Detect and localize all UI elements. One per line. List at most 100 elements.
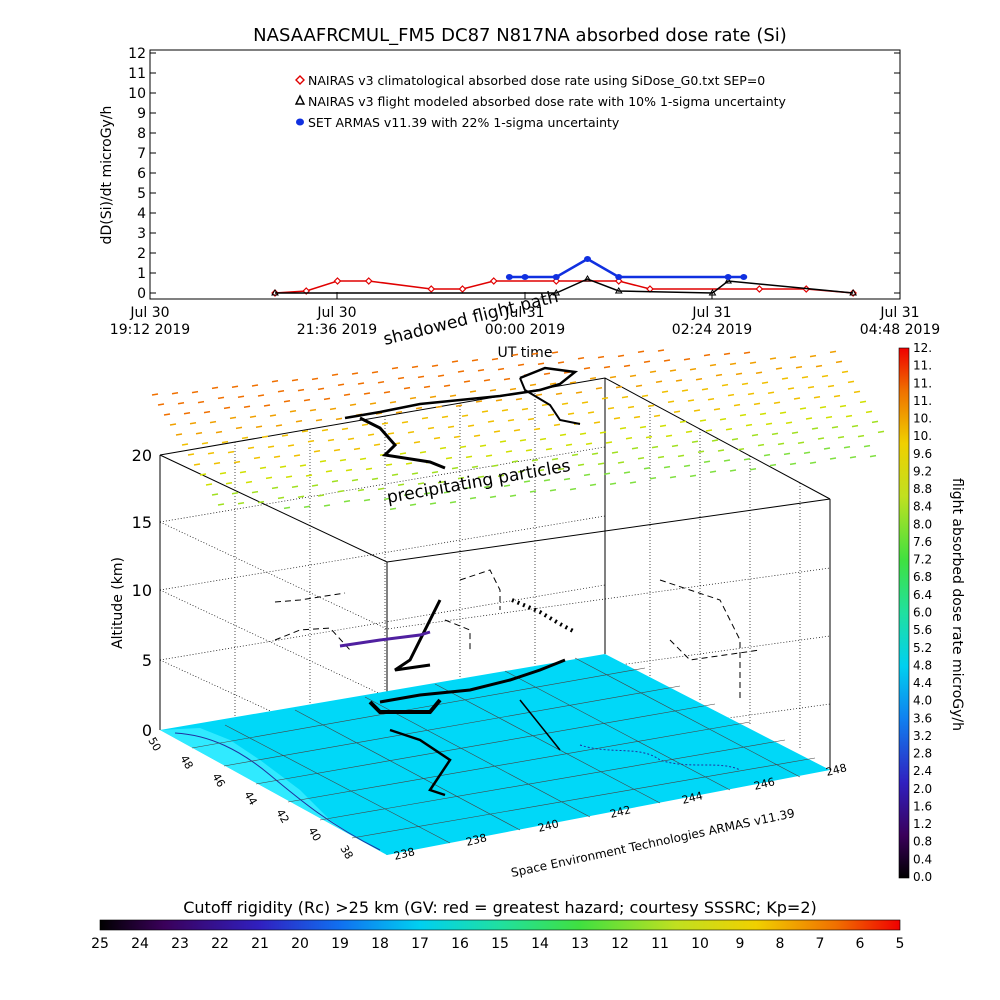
particle-dash <box>259 466 267 470</box>
particle-dash <box>637 457 645 460</box>
particle-dash <box>371 371 379 374</box>
particle-dash <box>231 385 239 388</box>
particle-dash <box>211 386 219 390</box>
top-series <box>271 256 858 297</box>
cutoff-tick-label: 14 <box>531 936 549 952</box>
particle-dash <box>727 393 735 397</box>
cutoff-tick-label: 20 <box>291 936 309 952</box>
particle-dash <box>313 450 321 453</box>
particle-dash <box>751 433 759 437</box>
particle-dash <box>835 360 843 364</box>
particle-dash <box>163 413 171 416</box>
particle-dash <box>623 471 631 474</box>
particle-dash <box>537 469 545 472</box>
particle-dash <box>801 376 809 379</box>
particle-dash <box>157 403 165 406</box>
particle-dash <box>361 423 369 426</box>
particle-dash <box>423 385 431 389</box>
particle-dash <box>367 433 375 436</box>
particle-dash <box>461 414 469 417</box>
particle-dash <box>755 371 763 374</box>
particle-dash <box>703 460 711 463</box>
particle-dash <box>695 378 703 381</box>
particle-dash <box>741 382 749 386</box>
legend-label: NAIRAS v3 climatological absorbed dose r… <box>308 73 765 88</box>
particle-dash <box>215 430 223 434</box>
particle-dash <box>569 487 577 491</box>
particle-dash <box>369 402 377 405</box>
particle-dash <box>661 390 669 393</box>
particle-dash <box>183 412 191 415</box>
particle-dash <box>779 411 787 414</box>
data-point <box>458 285 467 293</box>
longitude-tick-label: 244 <box>681 789 705 807</box>
particle-dash <box>213 462 221 465</box>
cutoff-tick-label: 16 <box>451 936 469 952</box>
map-3d-panel: shadowed flight path precipitating parti… <box>110 287 885 880</box>
particle-dash <box>499 440 507 443</box>
data-point <box>615 274 623 280</box>
particle-dash <box>509 494 517 497</box>
cutoff-tick-label: 8 <box>776 936 785 952</box>
longitude-tick-label: 238 <box>393 845 417 863</box>
particle-dash <box>415 406 423 410</box>
particle-dash <box>247 446 255 450</box>
particle-dash <box>339 458 347 462</box>
particle-dash <box>479 444 487 447</box>
particle-dash <box>545 447 553 451</box>
particle-dash <box>785 421 793 424</box>
particle-dash <box>603 472 611 475</box>
legend-label: SET ARMAS v11.39 with 22% 1-sigma uncert… <box>308 115 620 130</box>
y-tick-label: 10 <box>128 86 146 102</box>
particle-dash <box>331 373 339 376</box>
particle-dash <box>273 455 281 458</box>
particle-dash <box>587 411 595 414</box>
particle-dash <box>637 350 645 353</box>
annotation-precipitating-particles: precipitating particles <box>385 456 572 508</box>
particle-dash <box>795 366 803 369</box>
particle-dash <box>659 424 667 428</box>
particle-dash <box>839 404 847 408</box>
particle-dash <box>735 372 743 376</box>
particle-dash <box>317 494 325 497</box>
particle-dash <box>469 390 477 393</box>
particle-dash <box>477 369 485 372</box>
particle-dash <box>301 430 309 433</box>
cutoff-tick-label: 15 <box>491 936 509 952</box>
colorbar-tick-label: 0.0 <box>913 870 932 884</box>
particle-dash <box>267 445 275 448</box>
particle-dash <box>151 393 159 396</box>
particle-dash <box>717 449 725 452</box>
particle-dash <box>277 496 285 500</box>
particle-dash <box>667 400 675 403</box>
particle-dash <box>729 469 737 472</box>
particle-dash <box>623 364 631 368</box>
particle-dash <box>189 422 197 425</box>
latitude-axis: 50 48 46 44 42 40 38 <box>145 735 355 862</box>
particle-dash <box>745 423 753 427</box>
y-tick-label: 7 <box>137 146 146 162</box>
particle-dash <box>641 394 649 398</box>
cutoff-tick-label: 6 <box>856 936 865 952</box>
particle-dash <box>237 395 245 398</box>
y-tick-label: 12 <box>128 46 146 62</box>
particle-dash <box>211 493 219 496</box>
altitude-tick-label: 10 <box>132 581 152 600</box>
particle-dash <box>385 463 393 466</box>
box-grid <box>159 390 831 766</box>
altitude-tick-label: 0 <box>142 721 152 740</box>
cutoff-tick-label: 22 <box>211 936 229 952</box>
colorbar-tick-label: 11. <box>913 376 932 390</box>
particle-dash <box>377 487 385 491</box>
particle-dash <box>665 434 673 438</box>
cutoff-tick-label: 10 <box>691 936 709 952</box>
particle-dash <box>739 413 747 417</box>
particle-dash <box>635 384 643 388</box>
particle-dash <box>221 440 229 444</box>
cutoff-tick-label: 9 <box>736 936 745 952</box>
particle-dash <box>537 362 545 365</box>
particle-dash <box>255 425 263 428</box>
colorbar-ticks: 0.0 0.4 0.8 1.2 1.6 2.0 2.4 2.8 3.2 3.6 4.0 4.4 4.8 5… <box>913 341 932 884</box>
particle-dash <box>847 380 855 384</box>
